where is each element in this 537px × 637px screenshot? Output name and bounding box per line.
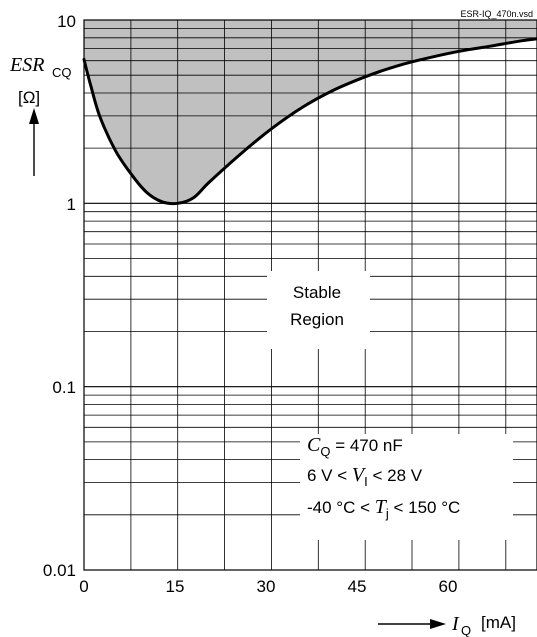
condition-subscript: Q xyxy=(320,444,330,459)
x-tick-label: 45 xyxy=(348,577,367,596)
region-label-box xyxy=(267,271,370,349)
x-tick-label: 60 xyxy=(439,577,458,596)
region-label-line1: Stable xyxy=(293,283,341,302)
condition-suffix: < 150 °C xyxy=(389,498,461,517)
condition-vi: 6 V < VI < 28 V xyxy=(307,464,423,489)
svg-text:-40 °C < Tj < 150 °C: -40 °C < Tj < 150 °C xyxy=(307,496,460,521)
unstable-region-fill xyxy=(84,20,537,204)
svg-text:CQ = 470 nF: CQ = 470 nF xyxy=(307,434,403,459)
condition-symbol: V xyxy=(352,464,367,486)
y-tick-label: 0.1 xyxy=(52,378,76,397)
y-axis-symbol: ESR xyxy=(9,54,44,76)
condition-prefix: -40 °C < xyxy=(307,498,375,517)
conditions-box xyxy=(300,434,513,540)
unstable-region-shading xyxy=(84,20,537,204)
x-axis-unit: [mA] xyxy=(481,613,516,632)
x-tick-label: 0 xyxy=(79,577,88,596)
condition-tj: -40 °C < Tj < 150 °C xyxy=(307,496,460,521)
x-axis-symbol: I xyxy=(451,613,460,635)
condition-subscript: I xyxy=(364,474,368,489)
grid xyxy=(84,20,537,570)
y-axis-subscript: CQ xyxy=(52,65,72,80)
condition-subscript: j xyxy=(385,506,389,521)
condition-prefix: 6 V < xyxy=(307,466,352,485)
region-label-line2: Region xyxy=(290,310,344,329)
y-axis-title: ESR CQ [Ω] xyxy=(9,54,72,176)
condition-symbol: T xyxy=(375,496,388,518)
esr-limit-curve xyxy=(82,37,537,206)
condition-suffix: < 28 V xyxy=(368,466,423,485)
x-tick-label: 30 xyxy=(257,577,276,596)
svg-text:6 V < VI < 28 V: 6 V < VI < 28 V xyxy=(307,464,423,489)
y-axis-unit: [Ω] xyxy=(18,88,40,107)
y-tick-label: 10 xyxy=(57,12,76,31)
y-tick-label: 0.01 xyxy=(43,561,76,580)
x-axis-subscript: Q xyxy=(461,623,471,637)
plot-frame xyxy=(83,19,537,571)
y-tick-label: 1 xyxy=(67,195,76,214)
condition-cq: CQ = 470 nF xyxy=(307,434,403,459)
file-label: ESR-IQ_470n.vsd xyxy=(460,9,533,19)
condition-suffix: = 470 nF xyxy=(330,436,402,455)
y-axis-arrow-icon xyxy=(29,108,39,124)
x-tick-label: 15 xyxy=(166,577,185,596)
x-axis-title: I Q [mA] xyxy=(378,613,516,637)
stability-curve xyxy=(82,37,537,206)
x-axis-arrow-icon xyxy=(430,619,446,629)
condition-symbol: C xyxy=(307,434,321,456)
